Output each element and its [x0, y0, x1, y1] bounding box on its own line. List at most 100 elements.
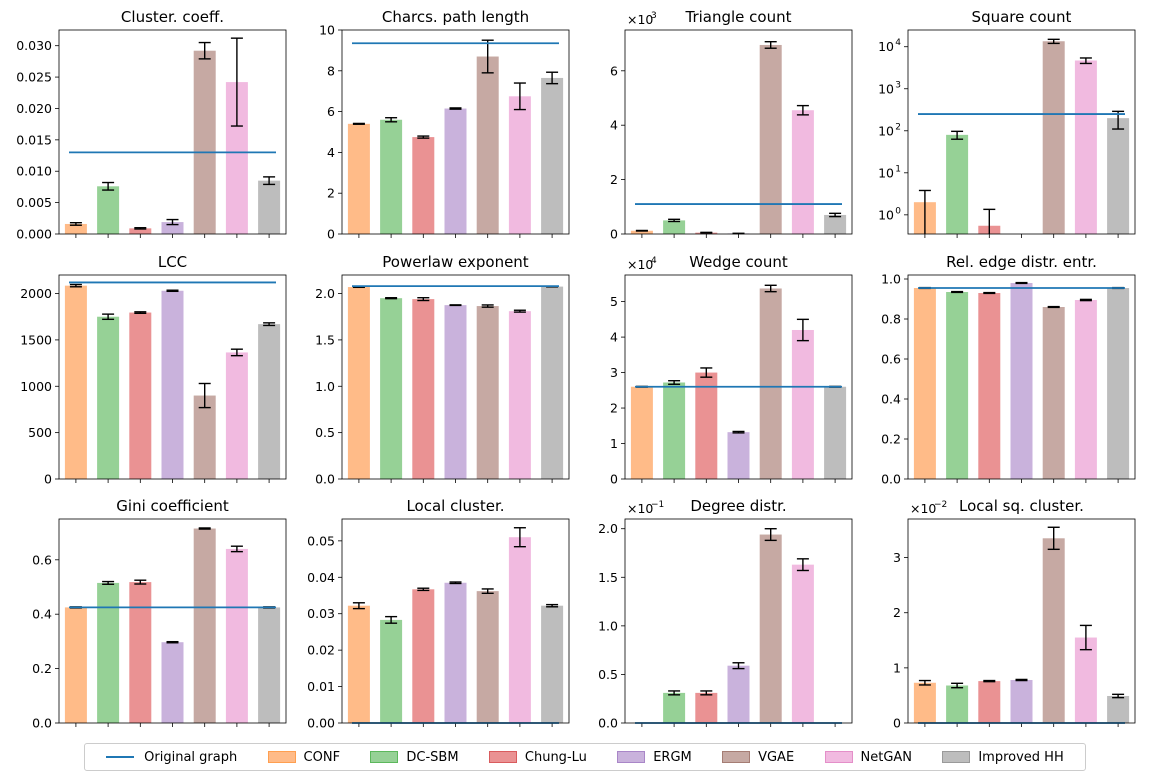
y-tick-label-wedge-count-1: 1 — [610, 436, 618, 451]
bar-wedge-count-chung-lu — [695, 372, 718, 479]
bar-charcs-path-length-netgan — [508, 96, 531, 234]
panel-charcs-path-length: 0 2 4 6 8 10 Charcs. path length — [319, 8, 570, 242]
axes-frame-rel-edge-distr-entr — [907, 274, 1136, 480]
bar-charcs-path-length-conf — [347, 123, 370, 234]
y-tick-label-charcs-path-length-3: 6 — [327, 104, 335, 119]
bar-wedge-count-ergm — [727, 432, 750, 479]
bar-degree-distr-vgae — [759, 534, 782, 723]
bar-wedge-count-netgan — [791, 329, 814, 479]
y-tick-label-local-cluster-5: 0.05 — [307, 533, 335, 548]
multiplier-triangle-count: ×10 — [627, 12, 653, 27]
multiplier-exponent-triangle-count: 3 — [651, 11, 657, 21]
legend-label-ergm: ERGM — [653, 749, 692, 765]
bar-local-cluster-improved-hh — [541, 605, 564, 723]
multiplier-exponent-degree-distr: −1 — [651, 500, 664, 510]
y-tick-exponent-square-count-3: 3 — [895, 80, 901, 90]
y-tick-label-degree-distr-2: 1.0 — [598, 618, 618, 633]
y-tick-label-lcc-1: 500 — [28, 425, 52, 440]
panel-title-local-cluster: Local cluster. — [406, 497, 504, 515]
bar-local-sq-cluster-dc-sbm — [946, 685, 969, 723]
legend-label-vgae: VGAE — [758, 749, 795, 765]
y-tick-label-degree-distr-1: 0.5 — [598, 667, 618, 682]
bar-wedge-count-conf — [630, 386, 653, 479]
multiplier-local-sq-cluster: ×10 — [910, 501, 936, 516]
bar-charcs-path-length-improved-hh — [541, 77, 564, 234]
bar-cluster-coeff-dc-sbm — [97, 186, 120, 234]
y-tick-label-cluster-coeff-6: 0.030 — [16, 38, 52, 53]
legend-item-netgan: NetGAN — [824, 749, 913, 765]
bar-lcc-netgan — [225, 352, 248, 479]
y-tick-label-charcs-path-length-4: 8 — [327, 63, 335, 78]
bar-gini-coefficient-chung-lu — [129, 582, 152, 723]
multiplier-exponent-wedge-count: 4 — [651, 256, 657, 266]
y-tick-label-square-count-0: 10 — [878, 207, 894, 222]
bar-charcs-path-length-chung-lu — [412, 137, 435, 234]
panel-title-charcs-path-length: Charcs. path length — [382, 8, 529, 26]
axes-frame-gini-coefficient — [58, 518, 287, 724]
axes-frame-wedge-count — [624, 274, 853, 480]
bar-square-count-dc-sbm — [946, 134, 969, 234]
bar-rel-edge-distr-entr-ergm — [1010, 283, 1033, 479]
y-tick-label-powerlaw-exponent-0: 0.0 — [315, 472, 335, 487]
y-tick-label-rel-edge-distr-entr-0: 0.0 — [881, 472, 901, 487]
y-tick-label-square-count-4: 10 — [878, 39, 894, 54]
legend-item-ergm: ERGM — [617, 750, 692, 765]
y-tick-label-charcs-path-length-2: 4 — [327, 145, 335, 160]
bar-wedge-count-improved-hh — [824, 386, 847, 479]
y-tick-label-square-count-3: 10 — [878, 81, 894, 96]
y-tick-label-local-sq-cluster-1: 1 — [893, 660, 901, 675]
y-tick-label-lcc-3: 1500 — [20, 332, 52, 347]
bar-rel-edge-distr-entr-chung-lu — [978, 293, 1001, 479]
legend-label-netgan: NetGAN — [860, 749, 913, 765]
legend: Original graph CONF DC-SBM Chung-Lu ERGM… — [84, 743, 1086, 771]
bar-charcs-path-length-vgae — [476, 56, 499, 234]
bar-triangle-count-vgae — [759, 44, 782, 235]
bar-local-cluster-netgan — [508, 537, 531, 723]
y-tick-label-wedge-count-4: 4 — [610, 330, 618, 345]
bar-gini-coefficient-improved-hh — [258, 607, 281, 723]
y-tick-label-rel-edge-distr-entr-2: 0.4 — [881, 392, 901, 407]
bar-local-sq-cluster-conf — [913, 682, 936, 723]
bar-lcc-conf — [64, 285, 87, 479]
bar-powerlaw-exponent-chung-lu — [412, 299, 435, 479]
legend-label-dc-sbm: DC-SBM — [406, 749, 459, 765]
legend-item-conf: CONF — [267, 750, 340, 765]
bar-rel-edge-distr-entr-netgan — [1074, 300, 1097, 479]
legend-swatch-netgan — [824, 751, 853, 763]
y-tick-label-local-cluster-3: 0.03 — [307, 606, 335, 621]
legend-swatch-dc-sbm — [370, 751, 399, 763]
y-tick-label-degree-distr-4: 2.0 — [598, 521, 618, 536]
bar-square-count-improved-hh — [1107, 118, 1130, 234]
y-tick-label-local-sq-cluster-3: 3 — [893, 550, 901, 565]
legend-item-improved-hh: Improved HH — [942, 750, 1064, 765]
panel-title-powerlaw-exponent: Powerlaw exponent — [382, 253, 529, 271]
y-tick-label-square-count-2: 10 — [878, 123, 894, 138]
panel-degree-distr: 0.0 0.5 1.0 1.5 2.0 Degree distr. ×10−1 — [598, 497, 853, 731]
y-tick-label-triangle-count-3: 6 — [610, 63, 618, 78]
multiplier-degree-distr: ×10 — [627, 501, 653, 516]
y-tick-label-gini-coefficient-2: 0.4 — [32, 607, 52, 622]
y-tick-label-charcs-path-length-1: 2 — [327, 186, 335, 201]
bar-wedge-count-dc-sbm — [663, 382, 686, 479]
bar-triangle-count-netgan — [791, 110, 814, 234]
axes-frame-lcc — [58, 274, 287, 480]
bar-triangle-count-improved-hh — [824, 214, 847, 234]
y-tick-label-cluster-coeff-4: 0.020 — [16, 101, 52, 116]
legend-item-dc-sbm: DC-SBM — [370, 749, 459, 765]
bar-cluster-coeff-conf — [64, 223, 87, 234]
bar-square-count-vgae — [1042, 41, 1065, 234]
bar-charcs-path-length-dc-sbm — [380, 119, 403, 234]
bar-lcc-chung-lu — [129, 312, 152, 479]
y-tick-label-lcc-2: 1000 — [20, 379, 52, 394]
legend-swatch-chung-lu — [488, 751, 517, 763]
y-tick-label-cluster-coeff-2: 0.010 — [16, 164, 52, 179]
bar-powerlaw-exponent-dc-sbm — [380, 298, 403, 479]
y-tick-label-powerlaw-exponent-4: 2.0 — [315, 286, 335, 301]
panel-triangle-count: 0 2 4 6 Triangle count ×103 — [610, 8, 853, 242]
axes-frame-cluster-coeff — [58, 29, 287, 235]
bar-rel-edge-distr-entr-vgae — [1042, 307, 1065, 479]
bar-rel-edge-distr-entr-dc-sbm — [946, 292, 969, 479]
y-tick-label-rel-edge-distr-entr-4: 0.8 — [881, 312, 901, 327]
y-tick-label-wedge-count-3: 3 — [610, 365, 618, 380]
bar-cluster-coeff-netgan — [225, 82, 248, 234]
